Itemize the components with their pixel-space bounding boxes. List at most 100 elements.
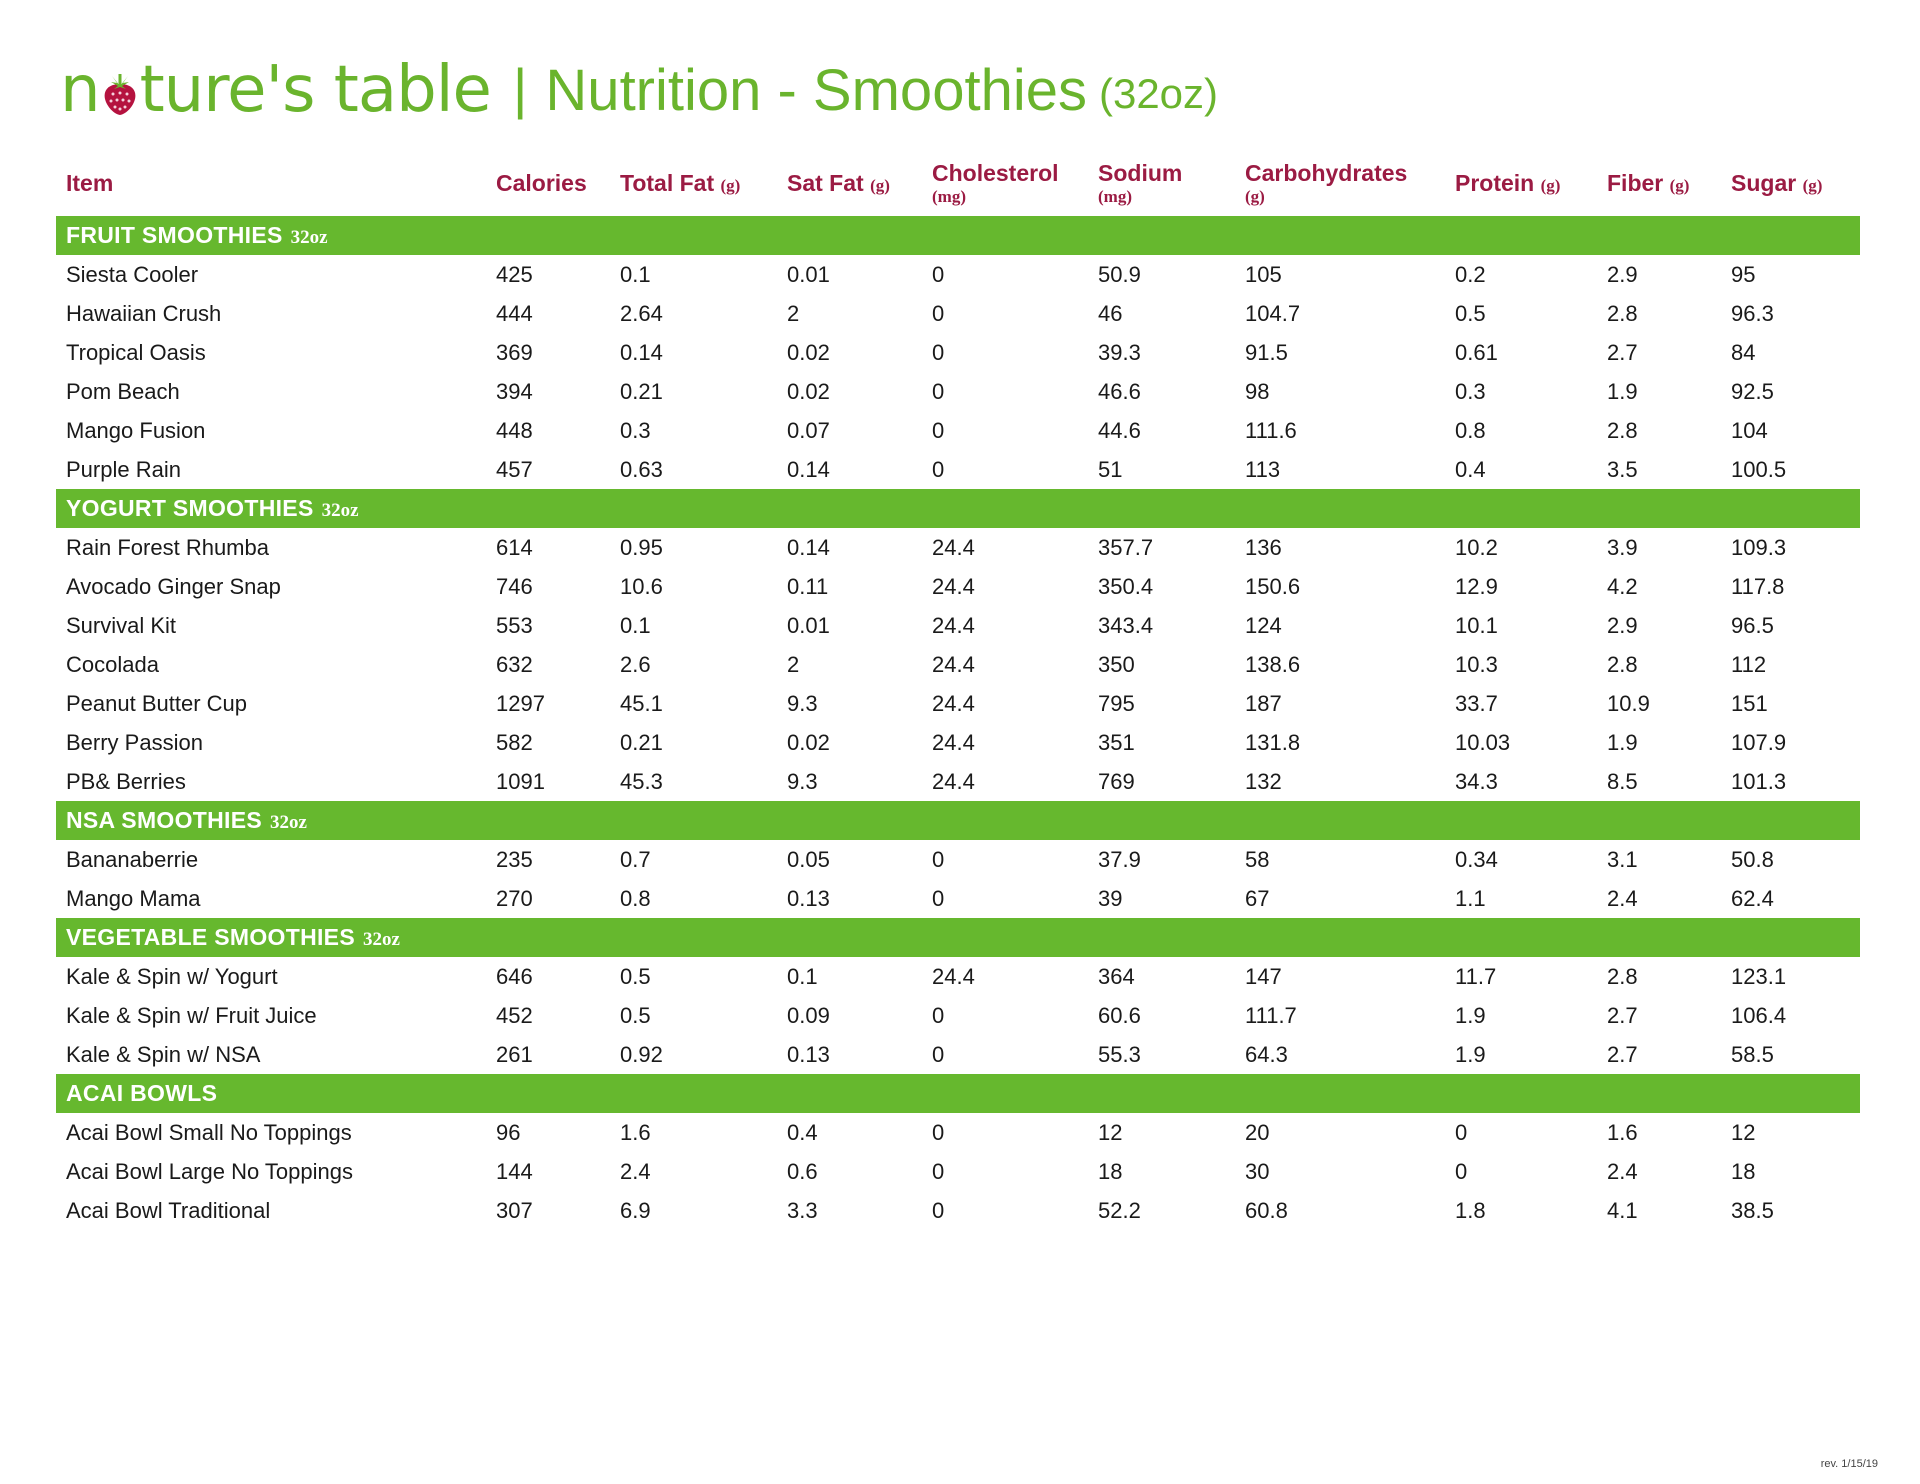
- nutrient-value-cell: 112: [1731, 651, 1767, 677]
- table-row: Rain Forest Rhumba 614 0.95 0.14 24.4 357.7 13…: [56, 528, 1860, 567]
- nutrient-value-cell: 0.01: [787, 612, 830, 638]
- nutrient-value-cell: 0.3: [620, 417, 651, 443]
- nutrient-value-cell: 46.6: [1098, 378, 1141, 404]
- strawberry-icon: [101, 72, 139, 116]
- nutrient-value-cell: 24.4: [932, 651, 975, 677]
- nutrient-value-cell: 98: [1245, 378, 1270, 404]
- nutrient-value-cell: 3.9: [1607, 534, 1638, 560]
- section-header-row: VEGETABLE SMOOTHIES 32oz: [56, 918, 1860, 957]
- nutrient-value-cell: 34.3: [1455, 768, 1498, 794]
- nutrient-value-cell: 3.1: [1607, 846, 1638, 872]
- col-header-sat-fat: Sat Fat (g): [777, 150, 922, 216]
- col-header-unit: (g): [870, 175, 890, 195]
- nutrient-value-cell: 0.1: [620, 261, 651, 287]
- nutrient-value-cell: 0: [932, 846, 945, 872]
- item-name-cell: Acai Bowl Small No Toppings: [66, 1119, 352, 1145]
- table-row: Hawaiian Crush 444 2.64 2 0 46 104.7 0.5 2.8 96.3: [56, 294, 1860, 333]
- section-name: FRUIT SMOOTHIES: [66, 222, 283, 248]
- nutrition-table: Item Calories Total Fat (g) Sat Fat (g) …: [56, 150, 1860, 1230]
- nutrient-value-cell: 0.09: [787, 1002, 830, 1028]
- col-header-calories: Calories: [486, 150, 610, 216]
- nutrient-value-cell: 136: [1245, 534, 1282, 560]
- nutrient-value-cell: 10.1: [1455, 612, 1498, 638]
- nutrient-value-cell: 50.9: [1098, 261, 1141, 287]
- nutrient-value-cell: 444: [496, 300, 533, 326]
- nutrient-value-cell: 62.4: [1731, 885, 1774, 911]
- nutrient-value-cell: 0: [932, 261, 945, 287]
- item-name-cell: Rain Forest Rhumba: [66, 534, 269, 560]
- nutrient-value-cell: 107.9: [1731, 729, 1787, 755]
- nutrient-value-cell: 109.3: [1731, 534, 1787, 560]
- item-name-cell: Siesta Cooler: [66, 261, 199, 287]
- col-header-label: Calories: [496, 169, 587, 196]
- nutrient-value-cell: 104: [1731, 417, 1768, 443]
- nutrient-value-cell: 769: [1098, 768, 1135, 794]
- nutrient-value-cell: 0.13: [787, 885, 830, 911]
- nutrient-value-cell: 2: [787, 651, 800, 677]
- nutrient-value-cell: 10.9: [1607, 690, 1650, 716]
- nutrient-value-cell: 2.4: [1607, 885, 1638, 911]
- section-size: 32oz: [321, 500, 359, 521]
- nutrient-value-cell: 96: [496, 1119, 521, 1145]
- nutrient-value-cell: 10.03: [1455, 729, 1511, 755]
- nutrient-value-cell: 1.9: [1607, 729, 1638, 755]
- nutrient-value-cell: 2.4: [620, 1158, 651, 1184]
- item-name-cell: Tropical Oasis: [66, 339, 206, 365]
- nutrient-value-cell: 2.7: [1607, 1002, 1638, 1028]
- item-name-cell: Avocado Ginger Snap: [66, 573, 281, 599]
- nutrient-value-cell: 100.5: [1731, 456, 1787, 482]
- item-name-cell: Kale & Spin w/ Yogurt: [66, 963, 278, 989]
- table-row: Acai Bowl Large No Toppings 144 2.4 0.6 0 18 3…: [56, 1152, 1860, 1191]
- nutrient-value-cell: 235: [496, 846, 533, 872]
- section-name: VEGETABLE SMOOTHIES: [66, 924, 355, 950]
- nutrient-value-cell: 1.6: [1607, 1119, 1638, 1145]
- col-header-label: Fiber: [1607, 169, 1664, 196]
- nutrient-value-cell: 84: [1731, 339, 1756, 365]
- nutrient-value-cell: 3.5: [1607, 456, 1638, 482]
- item-name-cell: Berry Passion: [66, 729, 203, 755]
- item-name-cell: Kale & Spin w/ Fruit Juice: [66, 1002, 317, 1028]
- col-header-total-fat: Total Fat (g): [610, 150, 777, 216]
- logo-text-start: n: [60, 53, 101, 127]
- table-row: Mango Fusion 448 0.3 0.07 0 44.6 111.6 0.8 2.8 10…: [56, 411, 1860, 450]
- nutrient-value-cell: 33.7: [1455, 690, 1498, 716]
- nutrient-value-cell: 1.9: [1607, 378, 1638, 404]
- nutrient-value-cell: 0.5: [620, 1002, 651, 1028]
- nutrient-value-cell: 0.61: [1455, 339, 1498, 365]
- nutrient-value-cell: 350.4: [1098, 573, 1154, 599]
- nutrient-value-cell: 187: [1245, 690, 1282, 716]
- nutrient-value-cell: 1.6: [620, 1119, 651, 1145]
- nutrient-value-cell: 0.5: [620, 963, 651, 989]
- nutrient-value-cell: 614: [496, 534, 533, 560]
- section-name: ACAI BOWLS: [66, 1080, 218, 1106]
- nutrient-value-cell: 39.3: [1098, 339, 1141, 365]
- nutrient-value-cell: 123.1: [1731, 963, 1787, 989]
- table-header-row: Item Calories Total Fat (g) Sat Fat (g) …: [56, 150, 1860, 216]
- header-separator: |: [512, 56, 528, 120]
- nutrient-value-cell: 307: [496, 1197, 533, 1223]
- nutrient-value-cell: 1091: [496, 768, 545, 794]
- nutrient-value-cell: 0.63: [620, 456, 663, 482]
- nutrient-value-cell: 96.3: [1731, 300, 1774, 326]
- nutrient-value-cell: 0.02: [787, 378, 830, 404]
- section-title: ACAI BOWLS: [56, 1074, 1860, 1113]
- item-name-cell: Bananaberrie: [66, 846, 199, 872]
- col-header-label: Cholesterol: [932, 159, 1059, 186]
- nutrient-value-cell: 55.3: [1098, 1041, 1141, 1067]
- revision-date: rev. 1/15/19: [1820, 1458, 1878, 1470]
- nutrient-value-cell: 452: [496, 1002, 533, 1028]
- item-name-cell: Kale & Spin w/ NSA: [66, 1041, 261, 1067]
- nutrient-value-cell: 0.2: [1455, 261, 1486, 287]
- nutrient-value-cell: 270: [496, 885, 533, 911]
- nutrient-value-cell: 582: [496, 729, 533, 755]
- nutrient-value-cell: 138.6: [1245, 651, 1301, 677]
- nutrient-value-cell: 0.1: [787, 963, 818, 989]
- nutrient-value-cell: 2.8: [1607, 963, 1638, 989]
- col-header-label: Item: [66, 169, 114, 196]
- nutrient-value-cell: 64.3: [1245, 1041, 1288, 1067]
- nutrient-value-cell: 111.6: [1245, 417, 1297, 443]
- col-header-unit: (mg): [932, 186, 966, 206]
- nutrient-value-cell: 351: [1098, 729, 1135, 755]
- col-header-sodium: Sodium (mg): [1088, 150, 1235, 216]
- nutrient-value-cell: 104.7: [1245, 300, 1301, 326]
